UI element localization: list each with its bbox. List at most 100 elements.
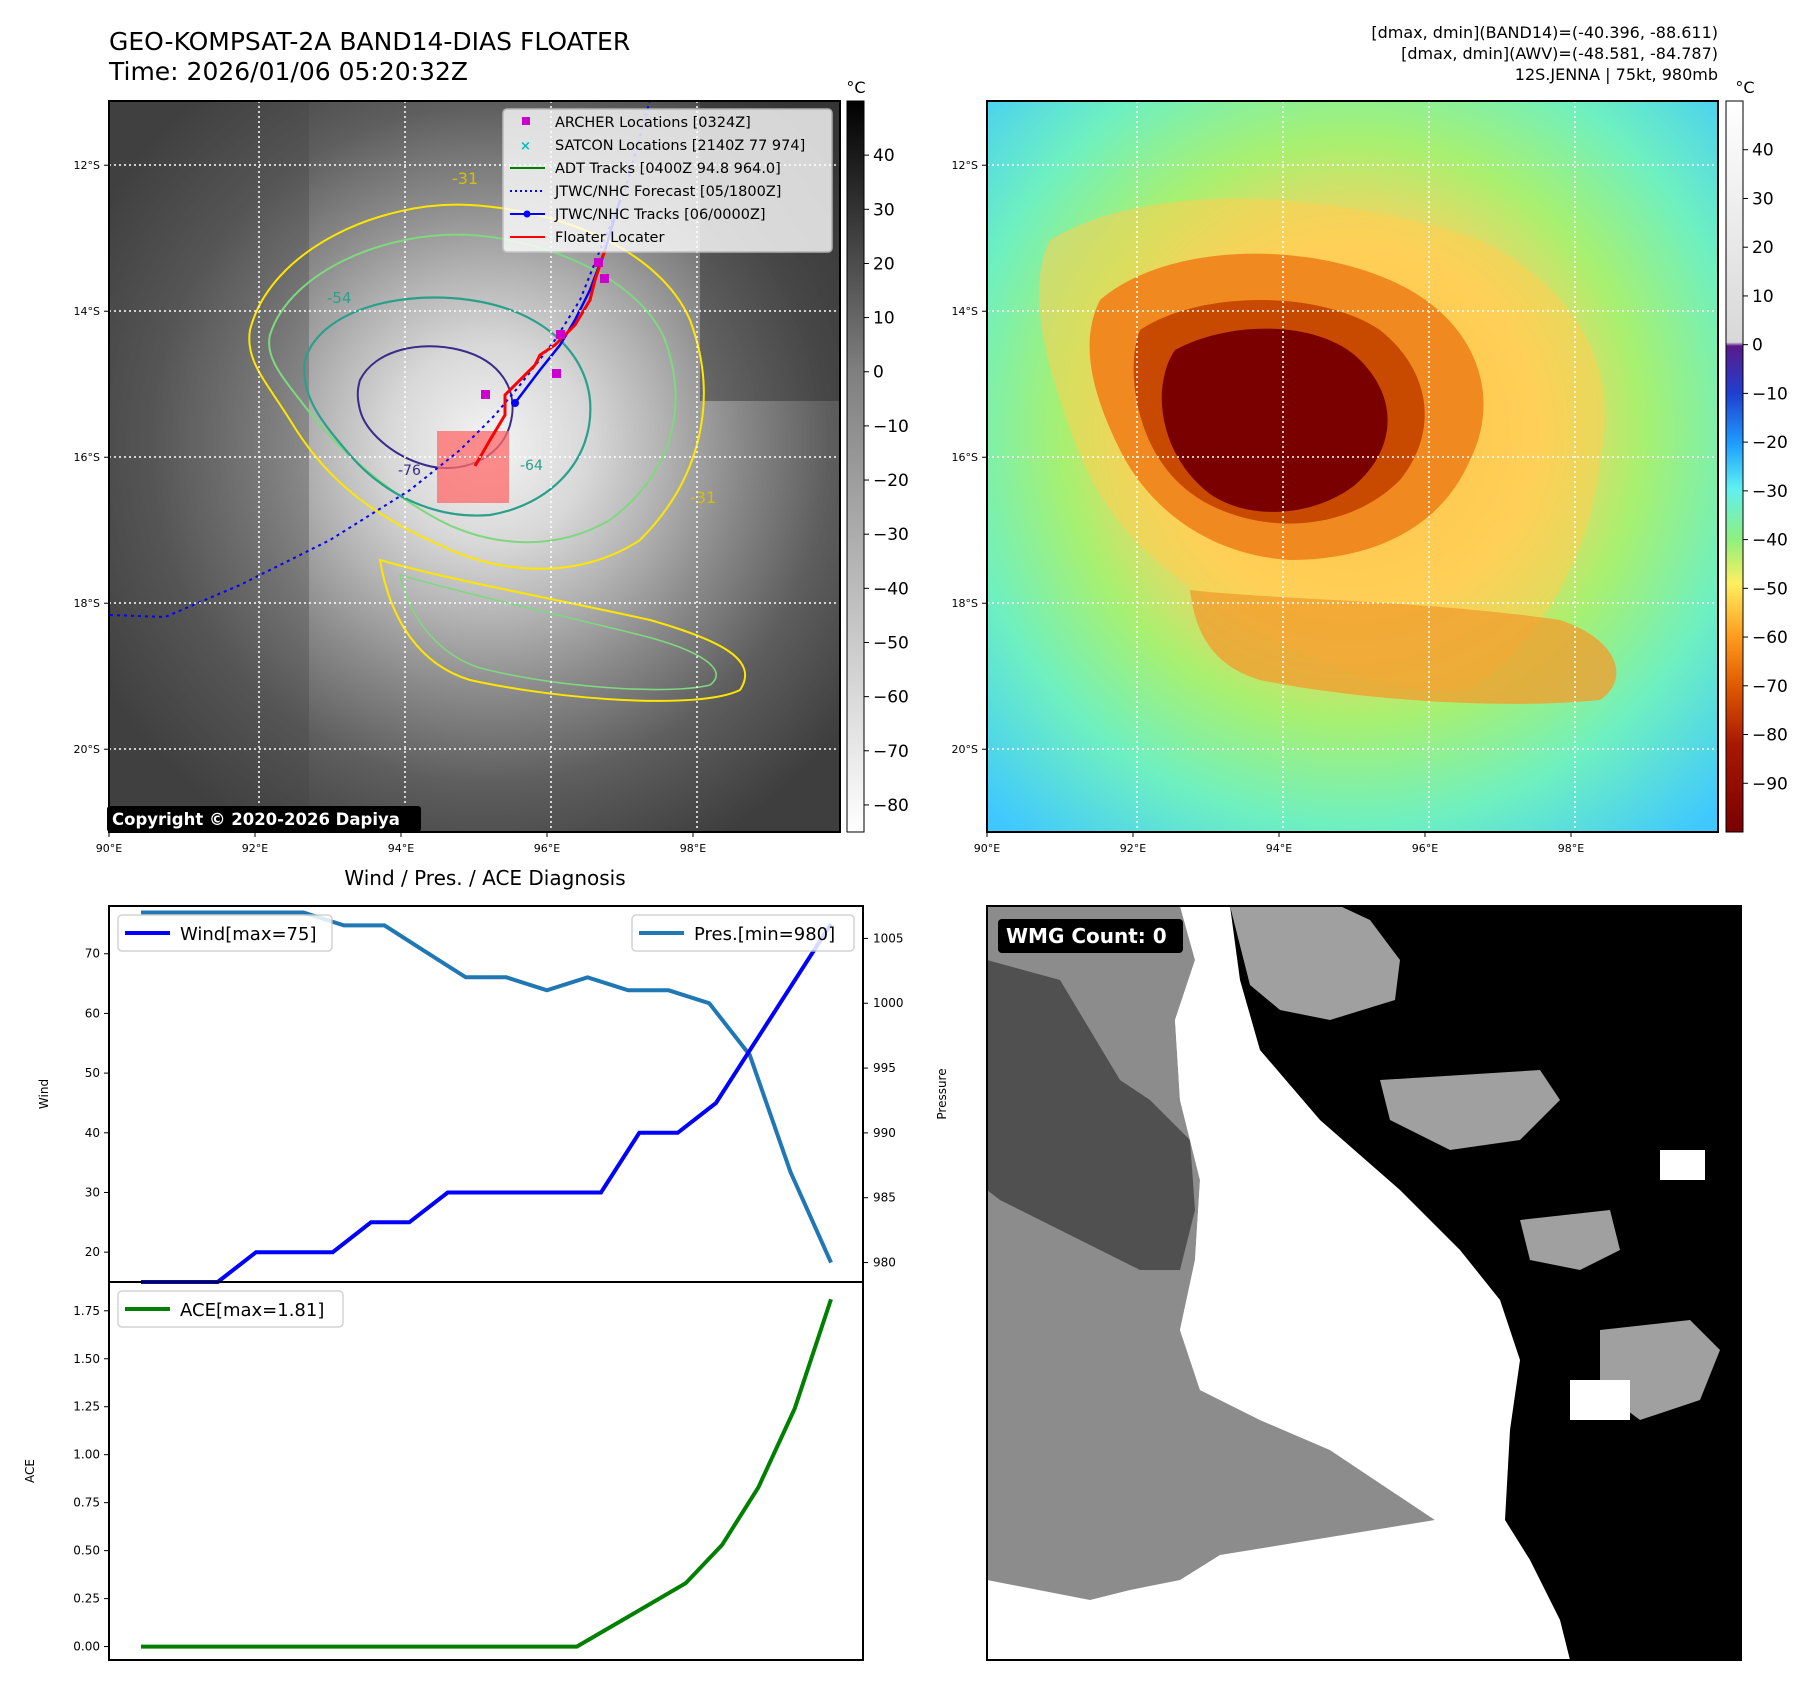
lat-tick-label: 14°S [74, 305, 100, 318]
pressure-tick-label: 985 [873, 1191, 896, 1205]
pres-legend-box [631, 914, 855, 952]
wind-tick-label: 50 [85, 1066, 100, 1080]
colorbar-tick-label: 20 [1752, 238, 1774, 258]
colorbar-right [1725, 100, 1744, 833]
lat-tick-label: 12°S [74, 159, 100, 172]
wind-legend-box [117, 914, 333, 952]
ace-tick-label: 0.50 [73, 1544, 100, 1558]
lat-tick-label: 16°S [74, 451, 100, 464]
colorbar-tick-label: −10 [873, 417, 909, 437]
colorbar-tick-label: −40 [873, 579, 909, 599]
colorbar-tick-label: −20 [873, 471, 909, 491]
wind-legend-label: Wind[max=75] [180, 924, 317, 945]
south-band [1190, 590, 1617, 704]
ace-legend-box [117, 1290, 344, 1328]
ace-tick-label: 0.25 [73, 1592, 100, 1606]
wind-tick-label: 60 [85, 1006, 100, 1020]
lat-tick-label: 16°S [952, 451, 978, 464]
lon-tick-label: 94°E [388, 842, 414, 855]
colorbar-left [846, 100, 865, 833]
contour-outer2 [268, 233, 677, 544]
wind-tick-label: 30 [85, 1185, 100, 1199]
ir-map-right [987, 101, 1718, 832]
map-right-frame [986, 100, 1719, 833]
pres-legend-label: Pres.[min=980] [694, 924, 835, 945]
wmg-gray-patch2 [1520, 1210, 1620, 1270]
colorbar-tick-label: 30 [1752, 189, 1774, 209]
colorbar-tick-label: −20 [1752, 433, 1788, 453]
colorbar-tick-label: −80 [873, 796, 909, 816]
lon-tick-label: 98°E [1558, 842, 1584, 855]
figure-time: Time: 2026/01/06 05:20:32Z [108, 57, 468, 86]
wmg-gray-patch [1380, 1070, 1560, 1150]
legend-tracks-dot [523, 210, 531, 218]
colorbar-tick-label: 20 [873, 254, 895, 274]
ace-chart: 0.00 0.25 0.50 0.75 1.00 1.25 1.50 1.75 [73, 1298, 833, 1654]
colorbar-tick-label: −30 [1752, 482, 1788, 502]
pressure-tick-label: 980 [873, 1256, 896, 1270]
contour-label: -54 [327, 289, 352, 307]
colorbar-tick-label: −30 [873, 525, 909, 545]
lon-tick-label: 96°E [1412, 842, 1438, 855]
ace-tick-label: 1.00 [73, 1448, 100, 1462]
grid-right [987, 101, 1718, 832]
archer-marker [481, 390, 490, 399]
lon-tick-label: 94°E [1266, 842, 1292, 855]
archer-marker [600, 274, 609, 283]
wind-tick-label: 20 [85, 1245, 100, 1259]
legend-tracks-label: JTWC/NHC Tracks [06/0000Z] [554, 207, 766, 223]
colorbar-tick-label: 0 [1752, 336, 1763, 356]
info-band14: [dmax, dmin](BAND14)=(-40.396, -88.611) [1371, 23, 1718, 42]
colorbar-tick-label: −90 [1752, 774, 1788, 794]
legend-adt-label: ADT Tracks [0400Z 94.8 964.0] [555, 161, 781, 177]
ace-tick-label: 0.75 [73, 1496, 100, 1510]
contour-label: -31 [690, 488, 716, 507]
copyright-text: Copyright © 2020-2026 Dapiya [112, 810, 400, 829]
colorbar-left-ticks: 40 30 20 10 0 −10 −20 −30 −40 −50 −60 −70 −80 [864, 146, 909, 816]
archer-marker [594, 258, 603, 267]
legend-satcon-label: SATCON Locations [2140Z 77 974] [555, 138, 805, 154]
ace-legend-label: ACE[max=1.81] [180, 1300, 324, 1321]
colorbar-tick-label: 10 [873, 309, 895, 329]
contour-south-band [378, 558, 747, 702]
ace-plot-frame [108, 1281, 864, 1661]
ace-tick-label: 1.75 [73, 1304, 100, 1318]
wmg-count-label: WMG Count: 0 [1006, 924, 1167, 948]
pressure-tick-label: 1005 [873, 931, 904, 945]
archer-marker [552, 369, 561, 378]
jtwc-track-point [511, 399, 519, 407]
wmg-frame [986, 905, 1742, 1661]
copyright-badge [107, 806, 421, 832]
ace-tick-label: 1.25 [73, 1400, 100, 1414]
colorbar-tick-label: −70 [873, 742, 909, 762]
legend-floater-label: Floater Locater [555, 230, 664, 246]
lat-tick-label: 20°S [952, 743, 978, 756]
colorbar-tick-label: −50 [1752, 579, 1788, 599]
lon-tick-label: 92°E [1120, 842, 1146, 855]
pressure-tick-label: 990 [873, 1126, 896, 1140]
wmg-black-east [1230, 906, 1741, 1660]
eye-core [1161, 328, 1388, 512]
colorbar-left-unit: °C [846, 78, 865, 97]
colorbar-tick-label: −70 [1752, 677, 1788, 697]
contour-label: -31 [452, 169, 478, 188]
wind-tick-label: 40 [85, 1126, 100, 1140]
legend-satcon-marker: × [520, 139, 531, 154]
floater-locater-track [473, 249, 607, 467]
wmg-count-badge [998, 919, 1183, 953]
pressure-tick-label: 1000 [873, 996, 904, 1010]
contour-label: -76 [398, 463, 421, 479]
wind-pres-chart: 20 30 40 50 60 70 980 985 990 995 1000 1005 [85, 910, 904, 1284]
lat-tick-label: 12°S [952, 159, 978, 172]
lat-tick-label: 18°S [952, 597, 978, 610]
contour-label: -64 [520, 458, 543, 474]
lon-tick-label: 96°E [534, 842, 560, 855]
lat-tick-label: 18°S [74, 597, 100, 610]
colorbar-tick-label: −10 [1752, 384, 1788, 404]
wmg-white-patch2 [1660, 1150, 1705, 1180]
colorbar-tick-label: 10 [1752, 287, 1774, 307]
wmg-gray-north [1230, 906, 1400, 1020]
map-left-frame [108, 100, 841, 833]
colorbar-tick-label: −60 [873, 688, 909, 708]
colorbar-tick-label: 40 [873, 146, 895, 166]
